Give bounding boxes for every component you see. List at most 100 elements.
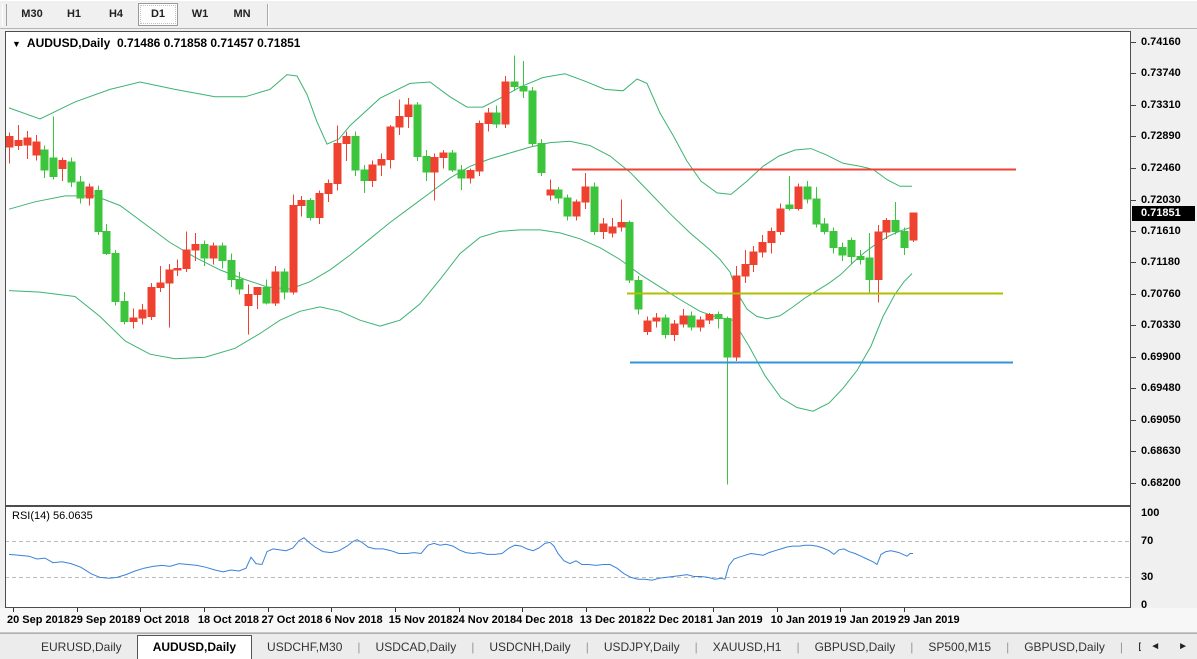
chart-tab-audusd-daily-active[interactable]: AUDUSD,Daily: [136, 634, 253, 659]
candle-body: [546, 189, 555, 196]
price-axis-label: 0.72460: [1141, 161, 1181, 174]
candle-body: [49, 157, 58, 178]
date-axis[interactable]: 20 Sep 2018 29 Sep 2018 9 Oct 2018 18 Oct 2…: [0, 608, 1197, 633]
candle-body: [732, 275, 741, 358]
timeframe-button-w1[interactable]: W1: [191, 8, 209, 20]
candle-body: [200, 244, 209, 259]
timeframe-button-mn[interactable]: MN: [233, 8, 251, 20]
date-axis-label: 13 Dec 2018: [579, 614, 643, 626]
tabs-scroll-left-icon[interactable]: ◄: [1150, 641, 1161, 652]
chart-tab-eurusd-daily[interactable]: EURUSD,Daily: [41, 639, 122, 654]
date-axis-tick: [140, 608, 142, 612]
chart-tab-gbpusd-daily[interactable]: GBPUSD,Daily: [814, 639, 896, 654]
candle-body: [218, 245, 227, 261]
candle-body: [111, 253, 120, 303]
date-axis-label: 29 Sep 2018: [70, 614, 134, 626]
date-axis-label: 20 Sep 2018: [7, 614, 70, 626]
chart-title: ▼ AUDUSD,Daily 0.71486 0.71858 0.71457 0.…: [12, 36, 300, 50]
candle-body: [58, 159, 67, 169]
candle-body: [156, 282, 165, 289]
candle-body: [351, 136, 360, 171]
candle-body: [147, 287, 156, 318]
candle-body: [865, 257, 874, 281]
candle-body: [874, 231, 883, 281]
candle-body: [572, 201, 581, 217]
price-axis-tick: [1131, 388, 1136, 390]
chart-tab-gbpusd-daily[interactable]: GBPUSD,Daily: [1024, 639, 1105, 654]
candle-body: [209, 245, 218, 259]
toolbar-separator: [267, 3, 269, 26]
candle-body: [829, 230, 838, 249]
chart-tab-usdcad-daily[interactable]: USDCAD,Daily: [375, 639, 457, 654]
candle-body: [439, 152, 448, 158]
date-axis-tick: [713, 608, 714, 612]
candle-body: [608, 226, 617, 234]
candle-body: [32, 141, 41, 156]
toolbar-grip[interactable]: [2, 3, 7, 26]
timeframe-button-m30[interactable]: M30: [21, 8, 43, 20]
price-axis-label: 0.68630: [1141, 445, 1181, 458]
timeframe-button-h4[interactable]: H4: [108, 8, 124, 20]
date-axis-tick: [203, 608, 205, 612]
chart-symbol-dropdown-icon[interactable]: ▼: [12, 39, 21, 49]
rsi-indicator-canvas[interactable]: [5, 506, 1131, 608]
price-axis-tick: [1131, 104, 1136, 106]
candle-body: [670, 323, 679, 335]
candle-body: [900, 230, 909, 249]
candle-body: [643, 320, 652, 332]
chart-title-ohlc: 0.71486 0.71858 0.71457 0.71851: [116, 36, 301, 50]
candle-body: [510, 81, 519, 87]
date-axis-tick: [903, 608, 905, 612]
price-panel-border: [5, 31, 1131, 506]
price-axis-tick: [1131, 325, 1136, 327]
tab-separator: |: [1006, 639, 1010, 654]
candle-body: [342, 136, 351, 144]
candle-body: [679, 315, 688, 325]
chart-tab-dj30-h4[interactable]: DJ30,H4: [1123, 634, 1141, 659]
chart-tab-usdchf-m30[interactable]: USDCHF,M30: [267, 639, 343, 654]
rsi-line: [8, 537, 913, 581]
tabs-scroll-right-icon[interactable]: ►: [1178, 641, 1188, 652]
chart-tab-sp500-m15[interactable]: SP500,M15: [928, 639, 992, 654]
candle-body: [838, 247, 847, 256]
timeframe-button-d1[interactable]: D1: [138, 3, 178, 26]
candle-body: [271, 271, 280, 304]
chart-tab-xauusd-h1[interactable]: XAUUSD,H1: [712, 639, 782, 654]
rsi-axis-label: 70: [1141, 534, 1154, 547]
candle-body: [377, 159, 386, 166]
candle-body: [5, 136, 14, 148]
candle-body: [554, 189, 563, 199]
tab-separator: |: [694, 639, 698, 654]
chart-tab-usdjpy-daily[interactable]: USDJPY,Daily: [603, 639, 680, 654]
timeframe-buttons: M30 H1 H4 D1 W1 MN: [11, 3, 263, 26]
candle-body: [368, 164, 377, 181]
chart-tab-usdcnh-daily[interactable]: USDCNH,Daily: [489, 639, 571, 654]
date-axis-tick: [458, 608, 460, 612]
chart-tab-bar: EURUSD,Daily AUDUSD,Daily USDCHF,M30 | USDCA…: [0, 633, 1197, 659]
candle-body: [537, 142, 546, 173]
timeframe-button-h1[interactable]: H1: [66, 8, 82, 20]
price-axis[interactable]: 0.71851 0.74160 0.73740 0.73310 0.72890 0.72…: [1131, 29, 1197, 608]
candle-body: [333, 142, 342, 184]
rsi-axis-label: 100: [1141, 507, 1160, 519]
candle-body: [767, 230, 776, 243]
candle-body: [581, 186, 590, 203]
candle-body: [85, 186, 94, 199]
candle-body: [785, 204, 794, 210]
price-axis-tick: [1131, 482, 1136, 484]
chart-title-symbol: AUDUSD,Daily: [26, 36, 111, 50]
candle-body: [714, 313, 723, 320]
candle-body: [138, 309, 147, 319]
price-chart-canvas[interactable]: [5, 31, 1131, 506]
candle-body: [40, 149, 49, 171]
candle-body: [634, 279, 643, 310]
price-axis-tick: [1131, 230, 1136, 232]
candle-body: [413, 104, 422, 158]
candle-body: [484, 112, 493, 124]
candle-body: [165, 269, 174, 284]
price-axis-label: 0.73310: [1141, 98, 1181, 111]
date-axis-label: 9 Oct 2018: [134, 614, 190, 626]
candle-body: [244, 293, 253, 306]
candle-body: [563, 197, 572, 217]
candle-body: [794, 186, 803, 209]
